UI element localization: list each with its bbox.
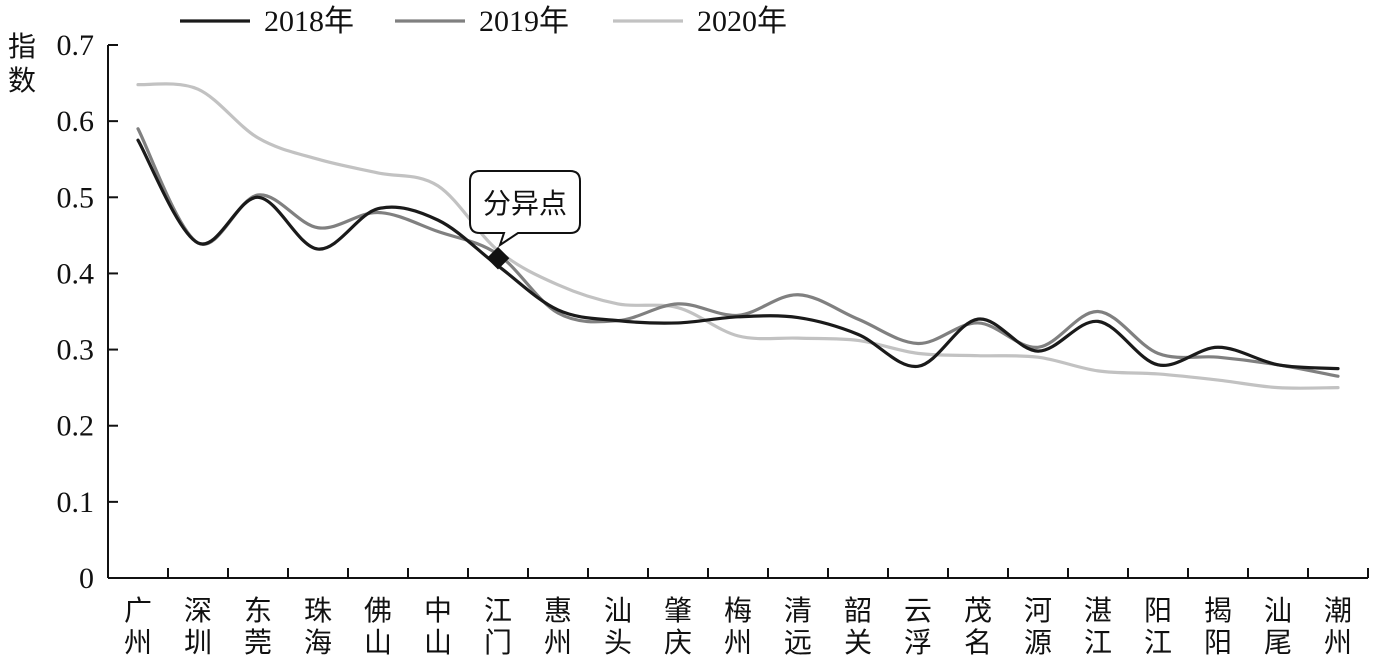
x-tick-label: 湛江	[1084, 594, 1112, 659]
x-tick-label: 佛山	[364, 594, 392, 659]
x-tick-label: 珠海	[304, 594, 332, 659]
x-tick-label: 广州	[124, 594, 152, 659]
x-tick-label: 云浮	[904, 594, 932, 659]
x-tick-label: 惠州	[544, 594, 572, 659]
y-axis-label: 指数	[8, 30, 36, 97]
y-tick-label: 0	[79, 562, 94, 595]
x-tick-label: 韶关	[844, 594, 872, 659]
y-tick-label: 0.4	[57, 257, 95, 290]
y-tick-label: 0.1	[57, 486, 95, 519]
y-tick-label: 0.2	[57, 410, 95, 443]
x-tick-label: 汕头	[604, 594, 632, 659]
x-tick-label: 深圳	[184, 594, 212, 659]
x-tick-label: 梅州	[724, 594, 752, 659]
x-tick-label: 茂名	[964, 594, 992, 659]
x-tick-label: 清远	[784, 594, 812, 659]
series-line-1	[136, 138, 1340, 371]
x-tick-label: 江门	[484, 594, 512, 659]
y-tick-label: 0.5	[57, 181, 95, 214]
annotation-label: 分异点	[483, 187, 567, 220]
x-tick-label: 阳江	[1144, 594, 1172, 659]
x-tick-label: 潮州	[1324, 594, 1352, 659]
legend-label-3: 2020年	[697, 5, 787, 38]
x-tick-label: 汕尾	[1264, 594, 1292, 659]
y-tick-label: 0.3	[57, 334, 95, 367]
x-tick-label: 肇庆	[664, 594, 692, 659]
annotation-callout	[469, 170, 581, 248]
legend-label-1: 2018年	[264, 5, 354, 38]
series-line-3	[136, 82, 1340, 390]
x-tick-label: 东莞	[244, 594, 272, 659]
y-tick-label: 0.6	[57, 105, 95, 138]
x-tick-label: 揭阳	[1204, 594, 1232, 659]
divergence-point-marker	[486, 246, 510, 270]
x-tick-label: 河源	[1024, 594, 1052, 659]
x-tick-label: 中山	[424, 594, 452, 659]
y-tick-label: 0.7	[57, 29, 95, 62]
series-line-2	[136, 127, 1340, 378]
legend-label-2: 2019年	[479, 5, 569, 38]
